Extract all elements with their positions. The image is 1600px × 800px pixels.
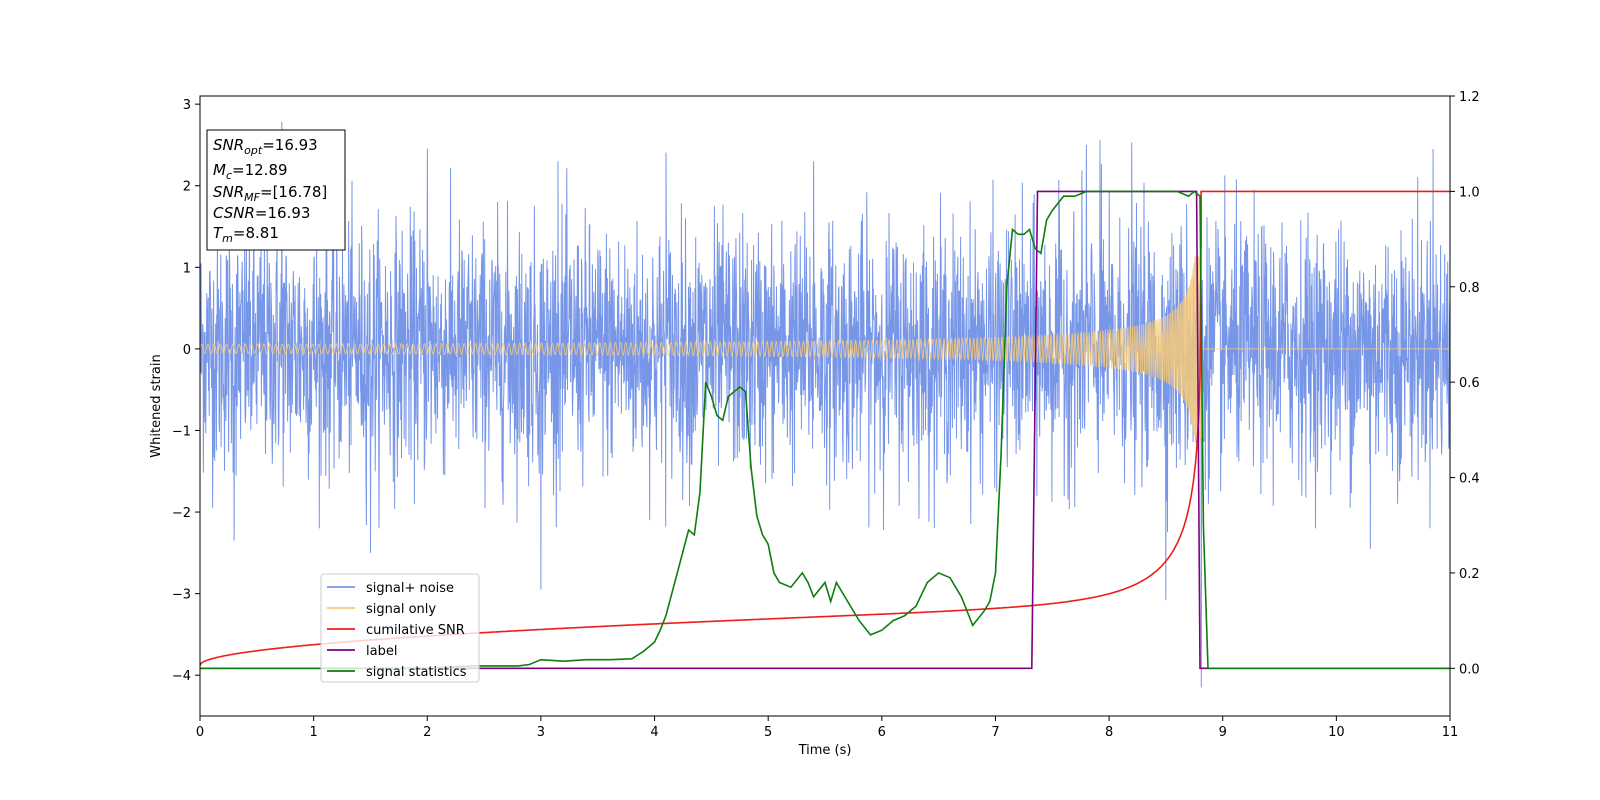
x-tick-label: 10 — [1328, 725, 1345, 740]
x-tick-label: 6 — [878, 725, 886, 740]
legend-label: cumilative SNR — [366, 623, 465, 638]
y-right-tick-label: 0.2 — [1459, 567, 1480, 582]
y-left-tick-label: −1 — [172, 424, 191, 439]
y-left-tick-label: 1 — [183, 261, 191, 276]
y-left-tick-label: −4 — [172, 669, 191, 684]
info-line-subscript: c — [226, 169, 232, 182]
series-signal-statistics-line — [200, 190, 1450, 670]
legend-frame — [320, 573, 480, 683]
info-line-symbol: M — [213, 161, 226, 179]
x-tick-label: 4 — [650, 725, 658, 740]
info-line-symbol: SNR — [213, 183, 244, 201]
x-tick-label: 5 — [764, 725, 772, 740]
x-axis: 0 1 2 3 4 5 6 7 8 9 10 11 — [196, 716, 1458, 740]
series-signal-noise-line — [200, 121, 1450, 688]
info-line-subscript: m — [222, 232, 233, 245]
info-line-symbol: CSNR — [213, 204, 255, 222]
y-left-tick-label: 3 — [183, 98, 191, 113]
y-left-tick-label: −2 — [172, 506, 191, 521]
y-axis-left: 3 2 1 0 −1 −2 −3 −4 — [172, 98, 200, 684]
y-right-tick-label: 0.8 — [1459, 281, 1480, 296]
series-signal-only-line — [200, 255, 1450, 443]
y-left-tick-label: −3 — [172, 588, 191, 603]
legend: signal+ noise signal only cumilative SNR la… — [320, 573, 480, 683]
legend-label: signal only — [366, 602, 436, 617]
info-line: CSNR=16.93 — [213, 204, 310, 222]
y-left-tick-label: 0 — [183, 343, 191, 358]
x-tick-label: 2 — [423, 725, 431, 740]
x-axis-label: Time (s) — [798, 743, 852, 758]
y-right-tick-label: 1.2 — [1459, 90, 1480, 105]
x-tick-label: 9 — [1219, 725, 1227, 740]
y-left-tick-label: 2 — [183, 180, 191, 195]
info-line-value: =12.89 — [232, 161, 288, 179]
info-line: Mc=12.89 — [213, 161, 288, 182]
info-box: SNRopt=16.93Mc=12.89SNRMF=[16.78]CSNR=16… — [206, 129, 346, 251]
y-right-tick-label: 1.0 — [1459, 185, 1480, 200]
y-right-tick-label: 0.0 — [1459, 662, 1480, 677]
info-line-value: =16.93 — [255, 204, 311, 222]
y-axis-right: 1.2 1.0 0.8 0.6 0.4 0.2 0.0 — [1450, 90, 1480, 677]
info-line: SNRopt=16.93 — [213, 136, 318, 157]
info-box-frame — [206, 129, 346, 251]
info-line: Tm=8.81 — [213, 224, 279, 245]
x-tick-label: 0 — [196, 725, 204, 740]
y-axis-left-label: Whitened strain — [149, 354, 164, 457]
info-line-subscript: MF — [244, 191, 260, 204]
plot-frame — [199, 95, 1451, 717]
y-right-tick-label: 0.6 — [1459, 376, 1480, 391]
legend-label: signal statistics — [366, 665, 467, 680]
x-tick-label: 8 — [1105, 725, 1113, 740]
x-tick-label: 7 — [991, 725, 999, 740]
info-line-value: =16.93 — [262, 136, 318, 154]
info-line-value: =[16.78] — [260, 183, 327, 201]
info-line-value: =8.81 — [233, 224, 279, 242]
info-line-subscript: opt — [244, 144, 263, 157]
y-right-tick-label: 0.4 — [1459, 472, 1480, 487]
info-line-symbol: SNR — [213, 136, 244, 154]
x-tick-label: 11 — [1442, 725, 1459, 740]
x-tick-label: 1 — [309, 725, 317, 740]
x-tick-label: 3 — [537, 725, 545, 740]
legend-label: label — [366, 644, 397, 659]
legend-label: signal+ noise — [366, 581, 454, 596]
info-line-symbol: T — [213, 224, 224, 242]
info-line: SNRMF=[16.78] — [213, 183, 327, 204]
